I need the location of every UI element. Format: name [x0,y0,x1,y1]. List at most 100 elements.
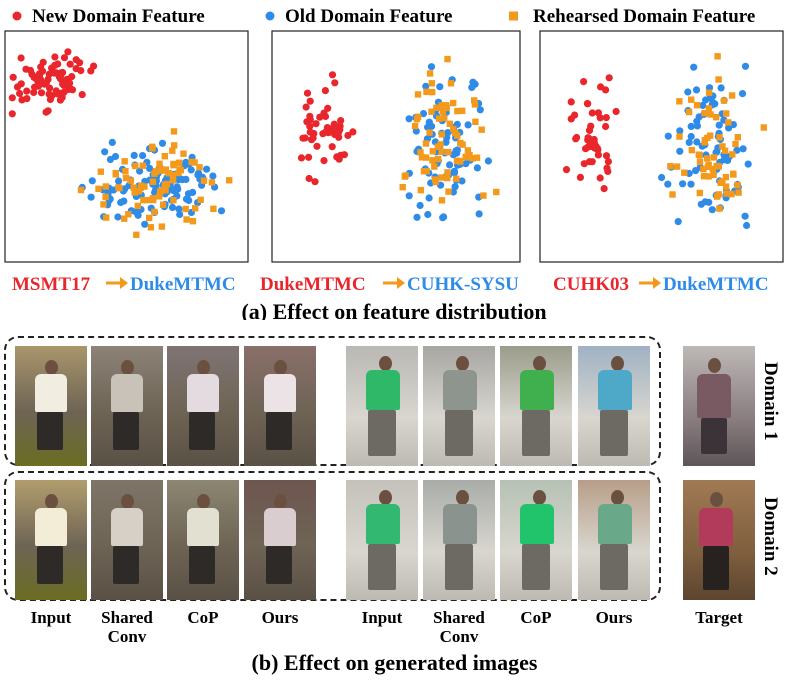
scatter-point-old-domain-feature [405,192,413,200]
scatter-point-rehearsed-domain-feature [445,148,452,156]
scatter-point-old-domain-feature [439,214,447,222]
scatter-point-old-domain-feature [189,188,197,196]
col-label-group1-4: Ours [261,608,299,627]
scatter-point-rehearsed-domain-feature [417,186,424,194]
legend-new-label: New Domain Feature [32,6,205,27]
photo-domain2-group2-col3 [500,480,572,600]
scatter-point-rehearsed-domain-feature [95,185,102,192]
domain-2-label: Domain 2 [760,497,781,576]
scatter-point-old-domain-feature [130,151,138,159]
scatter-point-rehearsed-domain-feature [714,193,721,200]
scatter-point-rehearsed-domain-feature [445,188,452,195]
photo-domain2-group2-col1 [346,480,418,600]
scatter-point-rehearsed-domain-feature [429,148,436,155]
scatter-point-new-domain-feature [60,88,68,96]
scatter-point-rehearsed-domain-feature [423,168,430,175]
scatter-point-new-domain-feature [42,108,50,116]
scatter-point-new-domain-feature [585,126,594,134]
scatter-point-new-domain-feature [90,62,98,70]
panel-1-target-label: DukeMTMC [130,274,236,295]
scatter-point-rehearsed-domain-feature [696,152,703,159]
scatter-point-new-domain-feature [312,120,320,128]
scatter-point-new-domain-feature [331,79,339,87]
scatter-point-rehearsed-domain-feature [156,193,163,200]
scatter-point-new-domain-feature [54,60,62,68]
domain-1-box [4,336,661,466]
scatter-point-old-domain-feature [473,164,481,172]
scatter-point-old-domain-feature [134,211,142,219]
scatter-point-old-domain-feature [217,207,226,215]
photo-domain1-group1-col4 [244,346,316,466]
scatter-point-rehearsed-domain-feature [722,173,730,181]
scatter-point-rehearsed-domain-feature [444,55,451,63]
col-label-group1-1: Input [30,608,72,627]
scatter-point-rehearsed-domain-feature [226,177,233,184]
scatter-point-rehearsed-domain-feature [713,114,720,121]
scatter-point-old-domain-feature [139,152,147,160]
scatter-point-old-domain-feature [708,206,716,214]
scatter-point-rehearsed-domain-feature [112,169,119,177]
photo-domain1-group2-col4 [578,346,650,466]
photo-domain1-group1-col2 [91,346,163,466]
scatter-point-rehearsed-domain-feature [446,120,453,127]
scatter-point-rehearsed-domain-feature [438,174,445,181]
scatter-point-rehearsed-domain-feature [450,125,457,133]
scatter-point-new-domain-feature [586,158,594,166]
scatter-point-rehearsed-domain-feature [437,141,444,148]
scatter-point-rehearsed-domain-feature [480,192,487,199]
scatter-point-old-domain-feature [87,193,95,201]
scatter-point-rehearsed-domain-feature [707,132,714,139]
scatter-point-old-domain-feature [412,127,420,135]
scatter-point-new-domain-feature [51,53,59,61]
scatter-point-new-domain-feature [590,139,598,147]
scatter-point-new-domain-feature [59,80,67,88]
scatter-point-old-domain-feature [484,157,492,165]
scatter-point-rehearsed-domain-feature [704,155,711,162]
scatter-point-rehearsed-domain-feature [688,96,695,103]
scatter-point-rehearsed-domain-feature [478,126,485,133]
scatter-point-rehearsed-domain-feature [422,140,430,147]
scatter-point-old-domain-feature [115,177,123,185]
scatter-point-rehearsed-domain-feature [161,153,168,160]
scatter-point-old-domain-feature [101,148,109,156]
scatter-point-new-domain-feature [571,111,579,119]
scatter-point-rehearsed-domain-feature [428,108,435,115]
col-label-group1-2: Shared Conv [101,608,153,646]
scatter-point-rehearsed-domain-feature [707,111,714,118]
scatter-point-old-domain-feature [176,210,184,219]
scatter-point-rehearsed-domain-feature [705,173,712,180]
scatter-point-new-domain-feature [306,116,314,124]
scatter-point-old-domain-feature [679,180,687,188]
scatter-point-rehearsed-domain-feature [734,182,741,189]
scatter-point-rehearsed-domain-feature [414,113,422,120]
scatter-point-rehearsed-domain-feature [667,163,674,170]
scatter-point-new-domain-feature [321,87,329,95]
scatter-point-new-domain-feature [46,84,54,92]
scatter-point-old-domain-feature [744,160,752,168]
scatter-point-rehearsed-domain-feature [714,53,721,60]
scatter-point-rehearsed-domain-feature [137,184,144,191]
panel-2-target-label: CUHK-SYSU [407,274,519,295]
scatter-point-new-domain-feature [583,100,592,108]
scatter-point-rehearsed-domain-feature [134,202,141,210]
scatter-point-old-domain-feature [187,166,195,174]
scatter-point-rehearsed-domain-feature [700,173,708,180]
scatter-point-old-domain-feature [674,218,682,226]
scatter-point-new-domain-feature [37,63,45,71]
scatter-point-new-domain-feature [612,107,620,116]
scatter-point-new-domain-feature [311,178,319,186]
scatter-point-rehearsed-domain-feature [157,188,164,195]
scatter-point-old-domain-feature [106,155,114,164]
scatter-point-rehearsed-domain-feature [200,177,208,184]
scatter-point-old-domain-feature [693,138,701,146]
scatter-point-new-domain-feature [78,91,86,99]
scatter-point-rehearsed-domain-feature [121,215,128,222]
scatter-point-rehearsed-domain-feature [183,216,190,223]
scatter-point-new-domain-feature [562,166,571,174]
scatter-point-rehearsed-domain-feature [723,110,730,117]
scatter-point-old-domain-feature [422,82,430,90]
scatter-point-rehearsed-domain-feature [428,80,436,87]
photo-domain1-group1-col1 [15,346,87,466]
scatter-point-rehearsed-domain-feature [705,89,713,96]
scatter-point-old-domain-feature [464,121,472,129]
